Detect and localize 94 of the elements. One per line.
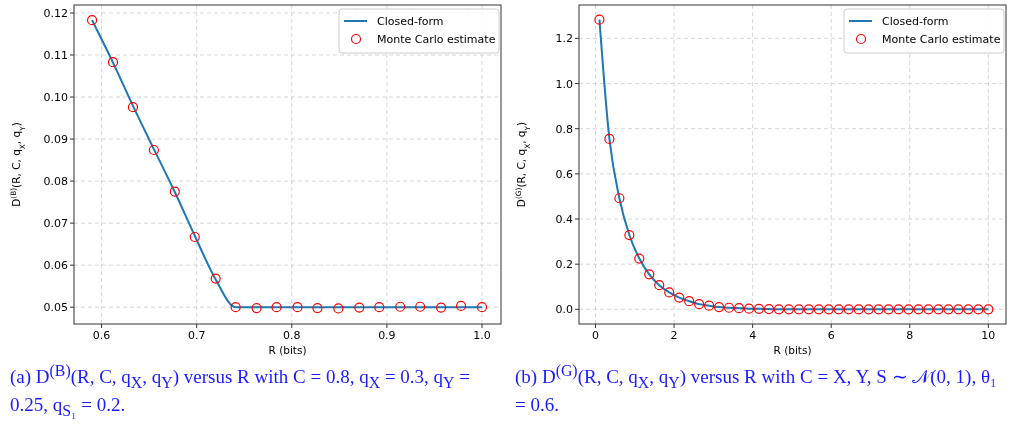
point xyxy=(713,301,725,313)
legend-label: Closed-form xyxy=(882,15,949,28)
point xyxy=(634,253,645,264)
text: (a) D$^{(B)}$(R, C, q$_{X}$, q$_{Y}$) versus R with C = 0.8, q$_{X}$ = 0.3, q$_{Y}$ = 0.25, q$_{S₁}$ = 0.2. xyxy=(10,362,471,419)
legend-label: Closed-form xyxy=(377,15,444,28)
point xyxy=(664,287,675,298)
y-tick-label: 1.0 xyxy=(555,77,573,91)
legend-label: Monte Carlo estimate xyxy=(377,33,496,46)
x-axis-title: R (bits) xyxy=(773,344,812,356)
point xyxy=(455,300,467,312)
point xyxy=(873,304,884,315)
y-tick-label: 0.06 xyxy=(43,259,68,273)
point xyxy=(983,304,994,315)
point xyxy=(674,292,685,303)
y-tick-label: 0.6 xyxy=(555,167,573,181)
y-tick-label: 0.4 xyxy=(555,213,573,227)
y-tick-label: 0.0 xyxy=(555,303,573,317)
point xyxy=(763,304,775,315)
point xyxy=(903,304,914,315)
point xyxy=(793,304,804,315)
point xyxy=(833,304,844,315)
y-tick-label: 0.05 xyxy=(43,301,68,315)
y-tick-label: 0.09 xyxy=(43,133,68,147)
x-tick-label: 1.0 xyxy=(473,329,491,342)
point xyxy=(733,303,745,314)
y-tick-label: 1.2 xyxy=(555,32,573,46)
point xyxy=(773,304,785,315)
point xyxy=(374,302,385,313)
point xyxy=(883,304,894,315)
point xyxy=(189,231,200,243)
y-tick-label: 0.08 xyxy=(43,175,68,189)
x-tick-label: 6 xyxy=(827,329,835,342)
point xyxy=(435,302,447,313)
point xyxy=(704,300,715,311)
point xyxy=(169,186,180,197)
y-tick-label: 0.07 xyxy=(43,217,68,231)
point xyxy=(863,304,874,315)
point xyxy=(913,304,924,315)
point xyxy=(853,304,864,315)
point xyxy=(753,303,765,314)
point xyxy=(86,15,98,26)
x-axis-title: R (bits) xyxy=(268,344,307,356)
point xyxy=(594,14,605,25)
point xyxy=(230,302,241,313)
x-tick-label: 0.9 xyxy=(378,329,396,342)
x-tick-label: 0.6 xyxy=(92,329,111,342)
x-tick-label: 0 xyxy=(592,329,599,342)
point xyxy=(354,302,365,313)
point xyxy=(148,144,159,156)
point xyxy=(933,304,944,315)
point xyxy=(292,302,303,313)
y-tick-label: 0.11 xyxy=(43,49,68,63)
x-tick-label: 2 xyxy=(670,329,678,342)
point xyxy=(743,303,755,314)
point xyxy=(813,304,824,315)
point xyxy=(312,302,323,314)
point xyxy=(251,302,262,314)
x-tick-label: 10 xyxy=(981,329,996,342)
point xyxy=(333,303,344,314)
y-tick-label: 0.8 xyxy=(555,122,573,136)
x-tick-label: 0.7 xyxy=(187,329,206,342)
text: (b) D$^{(G)}$(R, C, q$_{X}$, q$_{Y}$) versus R with C = X, Y, S ∼ 𝒩(0, 1), θ₁ = 0.6. xyxy=(515,362,997,416)
point xyxy=(127,102,139,113)
point xyxy=(107,57,119,68)
point xyxy=(395,301,406,312)
point xyxy=(604,133,615,144)
point xyxy=(654,280,665,291)
point xyxy=(943,304,954,315)
point xyxy=(783,304,794,315)
point xyxy=(973,304,984,315)
y-tick-label: 0.10 xyxy=(43,91,68,105)
point xyxy=(271,302,282,313)
point xyxy=(415,301,426,312)
legend-label: Monte Carlo estimate xyxy=(882,33,1001,46)
point xyxy=(694,299,705,310)
point xyxy=(210,273,221,284)
point xyxy=(963,304,974,315)
point xyxy=(624,229,635,241)
x-tick-label: 4 xyxy=(749,329,757,342)
point xyxy=(684,296,695,307)
x-tick-label: 0.8 xyxy=(283,329,301,342)
y-tick-label: 0.2 xyxy=(555,258,573,272)
point xyxy=(843,304,854,315)
point xyxy=(476,302,488,313)
y-tick-label: 0.12 xyxy=(43,6,68,20)
point xyxy=(953,304,964,315)
point xyxy=(823,304,834,315)
x-tick-label: 8 xyxy=(906,329,914,342)
point xyxy=(614,193,625,204)
point xyxy=(923,304,934,315)
point xyxy=(893,304,904,315)
point xyxy=(723,302,735,313)
point xyxy=(644,269,655,280)
point xyxy=(803,304,814,315)
